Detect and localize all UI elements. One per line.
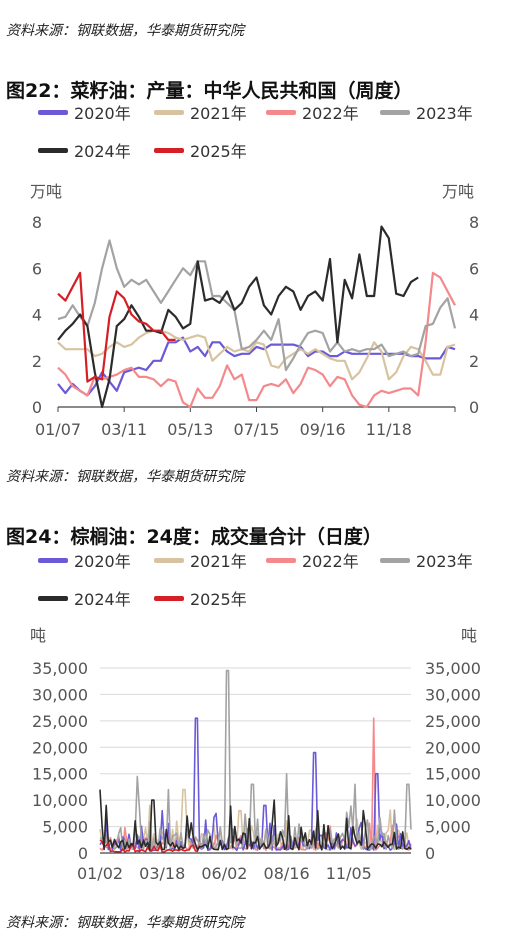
legend-swatch	[38, 147, 68, 153]
series-line-2023	[57, 239, 457, 372]
y-tick-label-right: 10,000	[425, 791, 481, 810]
legend-label: 2025年	[190, 142, 247, 161]
legend-swatch	[154, 557, 184, 563]
legend-swatch	[38, 557, 68, 563]
y-tick-label-left: 6	[32, 259, 42, 278]
legend-label: 2023年	[416, 552, 473, 571]
legend-item-2021: 2021年	[154, 100, 247, 124]
chart2-plot: 吨 吨 0 0 5,000 5,000 10,000 10,000 15,000 15,000…	[30, 626, 481, 883]
legend-label: 2024年	[74, 590, 131, 609]
x-tick-label: 11/05	[326, 864, 372, 883]
y-tick-label-left: 35,000	[32, 659, 88, 678]
legend-swatch	[380, 109, 410, 115]
y-tick-label-left: 20,000	[32, 738, 88, 757]
chart1-legend: 2020年 2021年 2022年 2023年 2024年 2025年	[38, 100, 508, 162]
series-line-2025	[57, 271, 176, 383]
legend-label: 2020年	[74, 552, 131, 571]
series-line-2024	[57, 225, 419, 409]
x-tick-label: 07/15	[233, 420, 279, 439]
series-line-2024	[99, 789, 412, 851]
legend-item-2022: 2022年	[266, 100, 359, 124]
x-tick-label: 03/11	[101, 420, 147, 439]
legend-label: 2023年	[416, 104, 473, 123]
legend-swatch	[154, 595, 184, 601]
y-tick-label-right: 30,000	[425, 685, 481, 704]
legend-item-2025: 2025年	[154, 138, 247, 162]
chart1-title: 图22：菜籽油：产量：中华人民共和国（周度）	[6, 80, 413, 102]
y-tick-label-right: 6	[469, 259, 479, 278]
series-line-2021	[57, 329, 456, 381]
y-tick-label-right: 4	[469, 306, 479, 325]
y-tick-label-left: 0	[32, 398, 42, 417]
legend-swatch	[154, 147, 184, 153]
y-tick-label-left: 0	[78, 844, 88, 863]
x-tick-label: 09/16	[300, 420, 346, 439]
legend-label: 2021年	[190, 104, 247, 123]
x-tick-label: 08/16	[264, 864, 310, 883]
legend-item-2025: 2025年	[154, 586, 247, 610]
chart2-legend: 2020年 2021年 2022年 2023年 2024年 2025年	[38, 548, 508, 610]
source-note-top: 资料来源：钢联数据，华泰期货研究院	[6, 23, 244, 39]
y-tick-label-right: 0	[425, 844, 435, 863]
x-tick-label: 01/02	[77, 864, 123, 883]
legend-label: 2021年	[190, 552, 247, 571]
y-tick-label-right: 5,000	[425, 818, 471, 837]
legend-item-2023: 2023年	[380, 100, 473, 124]
y-axis-unit-right: 吨	[461, 626, 477, 645]
legend-swatch	[38, 109, 68, 115]
legend-swatch	[154, 109, 184, 115]
legend-item-2020: 2020年	[38, 100, 131, 124]
source-note-bottom: 资料来源：钢联数据，华泰期货研究院	[6, 915, 244, 931]
series-line-2022	[57, 271, 456, 409]
y-tick-label-left: 25,000	[32, 712, 88, 731]
source-note-middle: 资料来源：钢联数据，华泰期货研究院	[6, 469, 244, 485]
legend-label: 2025年	[190, 590, 247, 609]
legend-swatch	[380, 557, 410, 563]
legend-item-2024: 2024年	[38, 138, 131, 162]
y-tick-label-left: 10,000	[32, 791, 88, 810]
legend-swatch	[38, 595, 68, 601]
y-tick-label-left: 2	[32, 352, 42, 371]
x-tick-label: 03/18	[139, 864, 185, 883]
y-tick-label-right: 15,000	[425, 765, 481, 784]
legend-item-2022: 2022年	[266, 548, 359, 572]
chart1-plot: 万吨 万吨 0 0 2 2 4 4 6 6 8 8 01/07 03/11 05/13 07/15 09/1…	[30, 182, 479, 439]
legend-item-2023: 2023年	[380, 548, 473, 572]
y-tick-label-left: 8	[32, 213, 42, 232]
legend-label: 2020年	[74, 104, 131, 123]
y-tick-label-right: 0	[469, 398, 479, 417]
series-line-2025	[99, 839, 201, 853]
series-line-2023	[99, 669, 412, 851]
y-tick-label-right: 2	[469, 352, 479, 371]
y-tick-label-left: 30,000	[32, 685, 88, 704]
y-tick-label-right: 8	[469, 213, 479, 232]
x-tick-label: 01/07	[35, 420, 81, 439]
y-tick-label-right: 25,000	[425, 712, 481, 731]
legend-item-2021: 2021年	[154, 548, 247, 572]
y-tick-label-right: 35,000	[425, 659, 481, 678]
legend-item-2020: 2020年	[38, 548, 131, 572]
x-tick-label: 11/18	[366, 420, 412, 439]
series-line-2020	[57, 336, 456, 397]
y-axis-unit-right: 万吨	[442, 182, 474, 201]
x-tick-label: 05/13	[167, 420, 213, 439]
legend-label: 2022年	[302, 104, 359, 123]
y-axis-unit-left: 万吨	[30, 182, 62, 201]
y-tick-label-left: 4	[32, 306, 42, 325]
y-tick-label-left: 15,000	[32, 765, 88, 784]
x-tick-label: 06/02	[201, 864, 247, 883]
y-axis-unit-left: 吨	[30, 626, 46, 645]
legend-item-2024: 2024年	[38, 586, 131, 610]
legend-swatch	[266, 109, 296, 115]
legend-label: 2024年	[74, 142, 131, 161]
legend-swatch	[266, 557, 296, 563]
y-tick-label-right: 20,000	[425, 738, 481, 757]
legend-label: 2022年	[302, 552, 359, 571]
y-tick-label-left: 5,000	[42, 818, 88, 837]
chart2-title: 图24：棕榈油：24度：成交量合计（日度）	[6, 526, 382, 548]
